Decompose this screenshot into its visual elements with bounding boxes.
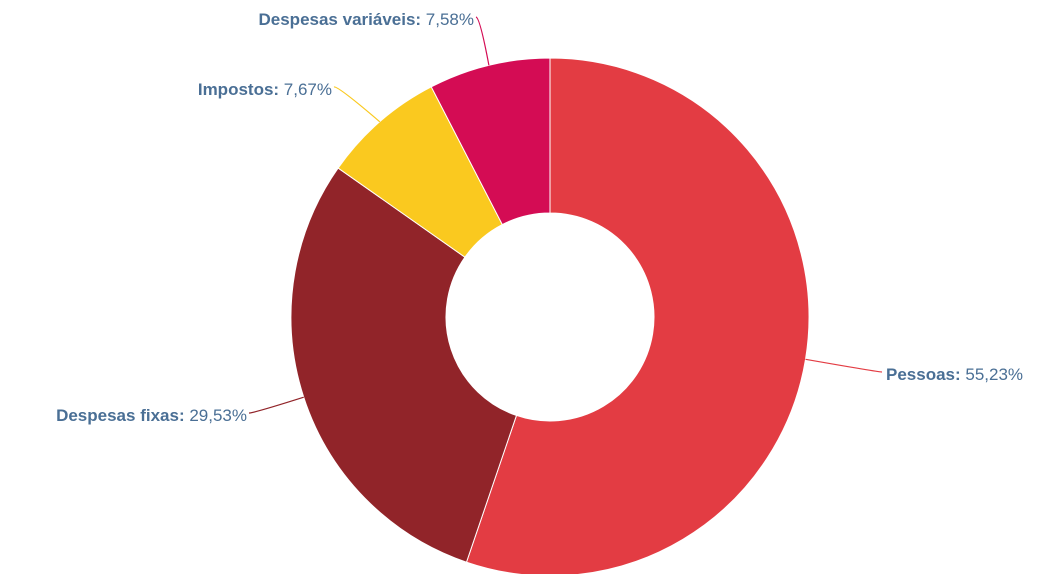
connector-impostos	[333, 86, 381, 123]
label-name-impostos: Impostos:	[198, 80, 284, 99]
label-name-despesas-fixas: Despesas fixas:	[56, 406, 189, 425]
labels-layer: Pessoas: 55,23% Despesas fixas: 29,53% Imp…	[56, 10, 1023, 425]
connector-pessoas	[805, 358, 883, 373]
label-value-despesas-variaveis: 7,58%	[426, 10, 474, 29]
slices-layer	[290, 57, 810, 574]
label-name-pessoas: Pessoas:	[886, 365, 965, 384]
label-despesas-variaveis: Despesas variáveis: 7,58%	[259, 10, 475, 29]
label-value-impostos: 7,67%	[284, 80, 332, 99]
label-value-pessoas: 55,23%	[965, 365, 1023, 384]
label-value-despesas-fixas: 29,53%	[189, 406, 247, 425]
connector-despesas-variaveis	[475, 16, 490, 66]
label-despesas-fixas: Despesas fixas: 29,53%	[56, 406, 247, 425]
slice-despesas-fixas[interactable]	[290, 167, 518, 563]
slice-pessoas[interactable]	[465, 57, 810, 574]
label-name-despesas-variaveis: Despesas variáveis:	[259, 10, 426, 29]
slice-despesas-variaveis[interactable]	[430, 57, 551, 226]
connector-despesas-fixas	[248, 396, 304, 414]
label-impostos: Impostos: 7,67%	[198, 80, 332, 99]
connectors-layer	[248, 16, 883, 414]
label-pessoas: Pessoas: 55,23%	[886, 365, 1023, 384]
